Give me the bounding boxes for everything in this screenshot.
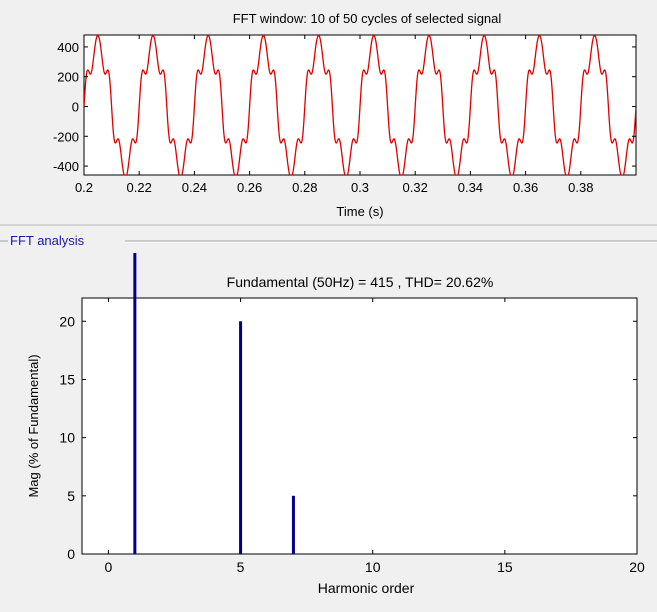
fft-y-axis-label: Mag (% of Fundamental) (26, 354, 41, 497)
signal-y-tick-label: -200 (53, 129, 79, 144)
fft-y-tick-label: 5 (67, 488, 75, 504)
fft-x-tick-label: 5 (237, 559, 245, 575)
signal-chart-title: FFT window: 10 of 50 cycles of selected … (233, 11, 502, 26)
fft-y-tick-label: 15 (59, 371, 75, 387)
fft-axis-ticks: 0 5 10 15 20 0 5 10 15 20 (59, 298, 645, 575)
fft-bars (133, 253, 295, 554)
fft-x-axis-label: Harmonic order (318, 580, 415, 596)
signal-x-tick-label: 0.36 (513, 180, 538, 195)
fft-x-tick-label: 0 (105, 559, 113, 575)
signal-x-tick-label: 0.34 (458, 180, 483, 195)
signal-y-tick-label: -400 (53, 159, 79, 174)
fft-bar-chart: Fundamental (50Hz) = 415 , THD= 20.62% 0… (26, 253, 645, 596)
signal-x-axis-label: Time (s) (336, 204, 383, 219)
fft-analysis-panel: FFT analysis (0, 224, 657, 248)
signal-x-tick-label: 0.3 (351, 180, 369, 195)
fft-x-tick-label: 20 (629, 559, 645, 575)
fft-y-tick-label: 0 (67, 546, 75, 562)
signal-x-tick-label: 0.24 (182, 180, 207, 195)
signal-x-tick-label: 0.32 (403, 180, 428, 195)
signal-y-tick-label: 200 (57, 70, 79, 85)
signal-waveform-line (84, 35, 636, 175)
fft-plot-area (81, 297, 638, 555)
signal-y-tick-label: 400 (57, 40, 79, 55)
fft-chart-title: Fundamental (50Hz) = 415 , THD= 20.62% (227, 274, 494, 290)
fft-x-tick-label: 10 (365, 559, 381, 575)
fft-y-tick-label: 20 (59, 313, 75, 329)
signal-y-tick-label: 0 (72, 99, 79, 114)
signal-x-tick-label: 0.22 (127, 180, 152, 195)
signal-x-tick-label: 0.2 (75, 180, 93, 195)
fft-y-tick-label: 10 (59, 430, 75, 446)
signal-x-tick-label: 0.28 (292, 180, 317, 195)
panel-label: FFT analysis (10, 233, 85, 248)
fft-x-tick-label: 15 (497, 559, 513, 575)
signal-chart: FFT window: 10 of 50 cycles of selected … (53, 11, 637, 219)
signal-axis-ticks: 0.2 0.22 0.24 0.26 0.28 0.3 0.32 0.34 0.36 0.38 40… (53, 35, 636, 195)
signal-x-tick-label: 0.26 (237, 180, 262, 195)
signal-x-tick-label: 0.38 (568, 180, 593, 195)
